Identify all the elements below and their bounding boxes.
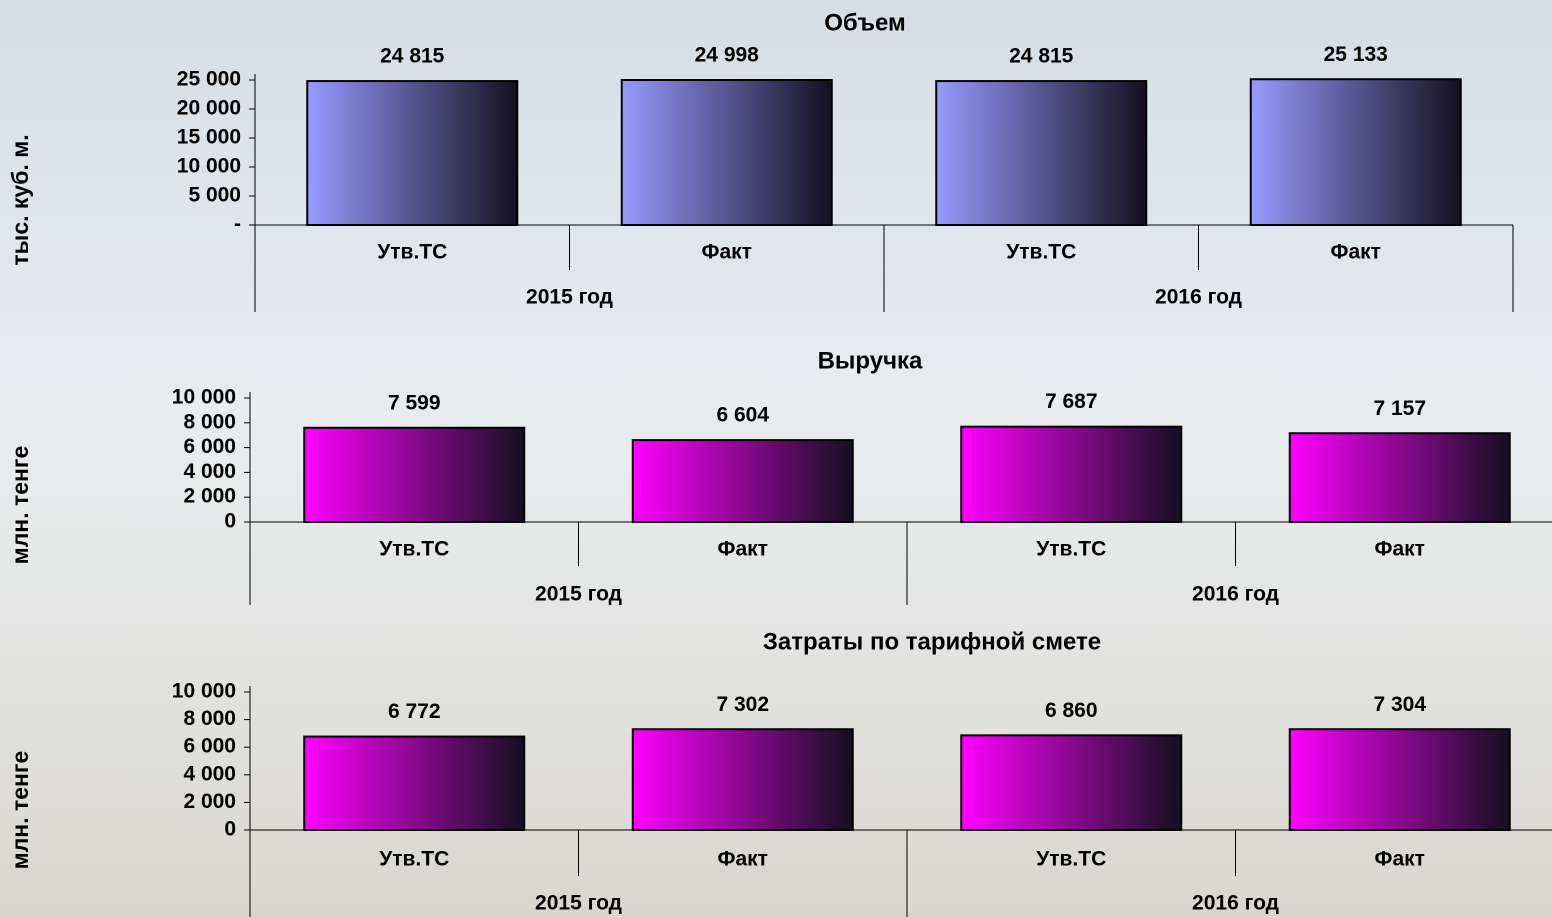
y-tick-label: 8 000 [183,707,236,730]
bar [307,81,517,225]
value-label: 6 772 [388,700,441,723]
bar [1251,79,1461,225]
x-tick-label: Утв.ТС [379,538,449,561]
y-axis-label: млн. тенге [7,446,33,565]
value-label: 24 998 [695,44,760,67]
y-axis-label: млн. тенге [7,751,33,870]
value-label: 24 815 [1009,45,1074,68]
value-label: 24 815 [380,45,445,68]
bar [1290,729,1510,830]
value-label: 6 860 [1045,699,1098,722]
chart-title: Затраты по тарифной смете [763,628,1101,655]
value-label: 7 302 [716,693,769,716]
group-label: 2015 год [535,892,622,915]
y-tick-label: 15 000 [177,126,241,149]
y-tick-label: 0 [224,818,236,841]
chart-title: Объем [824,9,905,36]
x-tick-label: Факт [718,848,768,871]
y-tick-label: - [234,213,241,236]
group-label: 2015 год [535,583,622,606]
y-axis-label: тыс. куб. м. [7,134,33,265]
bar [936,81,1146,225]
x-tick-label: Факт [1375,848,1425,871]
x-tick-label: Утв.ТС [377,241,447,264]
chart-title: Выручка [818,347,923,374]
value-label: 7 304 [1373,693,1426,716]
group-label: 2016 год [1192,892,1279,915]
value-label: 7 157 [1373,397,1426,420]
y-tick-label: 8 000 [183,410,236,433]
bar [622,80,832,225]
y-tick-label: 4 000 [183,460,236,483]
bar [961,427,1181,522]
y-tick-label: 25 000 [177,68,241,91]
y-tick-label: 4 000 [183,762,236,785]
bar [304,428,524,522]
group-label: 2015 год [526,286,613,309]
x-tick-label: Утв.ТС [379,848,449,871]
page: Объем тыс. куб. м. - 5 000 10 000 15 000 20 00… [0,0,1552,917]
value-label: 6 604 [716,404,769,427]
value-label: 7 599 [388,391,441,414]
x-tick-label: Факт [1331,241,1381,264]
value-label: 7 687 [1045,390,1098,413]
group-label: 2016 год [1192,583,1279,606]
x-tick-label: Факт [702,241,752,264]
bar [1290,433,1510,522]
x-tick-label: Утв.ТС [1006,241,1076,264]
y-tick-label: 2 000 [183,485,236,508]
x-tick-label: Утв.ТС [1036,848,1106,871]
y-tick-label: 5 000 [188,184,241,207]
y-tick-label: 6 000 [183,435,236,458]
y-tick-label: 0 [224,510,236,533]
y-tick-label: 10 000 [177,155,241,178]
y-tick-label: 2 000 [183,790,236,813]
x-tick-label: Утв.ТС [1036,538,1106,561]
y-tick-label: 10 000 [172,386,236,409]
x-tick-label: Факт [718,538,768,561]
y-tick-label: 20 000 [177,97,241,120]
y-tick-label: 6 000 [183,735,236,758]
bar [961,735,1181,830]
x-tick-label: Факт [1375,538,1425,561]
bar [633,440,853,522]
bar [304,737,524,830]
group-label: 2016 год [1155,286,1242,309]
bar [633,729,853,830]
chart: Объем тыс. куб. м. - 5 000 10 000 15 000 20 00… [0,0,1552,917]
y-tick-label: 10 000 [172,680,236,703]
value-label: 25 133 [1324,43,1388,66]
